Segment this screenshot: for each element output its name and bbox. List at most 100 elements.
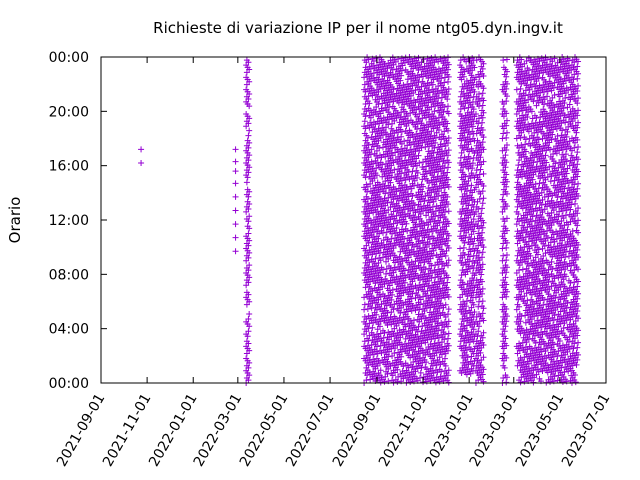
data-point-102 [246, 298, 253, 305]
data-point-89 [245, 193, 252, 200]
data-point-2497 [460, 244, 467, 251]
data-point-2370 [444, 78, 451, 85]
data-point-902 [389, 66, 396, 73]
data-point-91 [245, 157, 252, 164]
data-point-3177 [515, 162, 522, 169]
data-point-465 [373, 55, 380, 62]
data-point-103 [246, 274, 253, 281]
data-point-58 [244, 333, 251, 340]
data-point-88 [245, 205, 252, 212]
data-point-248 [365, 325, 372, 332]
data-point-1416 [409, 168, 416, 175]
data-point-8 [232, 221, 239, 228]
data-point-78 [245, 340, 252, 347]
data-point-119 [246, 66, 253, 73]
y-tick-label: 20:00 [49, 104, 89, 120]
data-point-446 [373, 311, 380, 318]
data-point-284 [366, 100, 373, 107]
data-point-125 [361, 306, 368, 313]
data-point-118 [246, 78, 253, 85]
data-point-261 [365, 142, 372, 149]
data-point-324 [368, 305, 375, 312]
data-point-647 [380, 334, 387, 341]
data-point-110 [246, 188, 253, 195]
data-point-346 [369, 324, 376, 331]
data-point-1265 [404, 228, 411, 235]
data-point-2364 [444, 164, 451, 171]
data-point-4738 [575, 180, 582, 187]
data-point-5 [232, 180, 239, 187]
data-point-1080 [397, 309, 404, 316]
data-point-80 [245, 316, 252, 323]
data-point-85 [245, 242, 252, 249]
data-point-925 [391, 350, 398, 357]
data-point-101 [246, 310, 253, 317]
data-point-2378 [445, 306, 452, 313]
data-point-2967 [479, 102, 486, 109]
data-point-106 [246, 237, 253, 244]
data-point-95 [245, 95, 252, 102]
data-point-1143 [398, 67, 405, 74]
data-point-3006 [499, 135, 506, 142]
data-point-114 [246, 127, 253, 134]
data-point-618 [379, 161, 386, 168]
y-tick-label: 12:00 [49, 213, 89, 229]
data-point-1203 [401, 267, 408, 274]
x-tick-label: 2023-03-01 [467, 391, 522, 469]
data-point-3088 [503, 379, 510, 386]
y-tick-label: 08:00 [49, 267, 89, 283]
data-point-183 [363, 377, 370, 384]
data-point-316 [367, 151, 374, 158]
data-point-803 [386, 104, 393, 111]
data-point-7 [232, 207, 239, 214]
data-point-1114 [398, 170, 405, 177]
data-point-3021 [500, 252, 507, 259]
x-tick-label: 2023-05-01 [513, 391, 568, 469]
data-point-2868 [475, 298, 482, 305]
data-point-559 [376, 250, 383, 257]
x-tick-label: 2022-07-01 [283, 391, 338, 469]
data-point-889 [389, 286, 396, 293]
data-point-921 [390, 86, 397, 93]
data-point-2384 [445, 208, 452, 215]
y-axis-label: Orario [6, 197, 24, 244]
data-point-707 [383, 270, 390, 277]
data-point-179 [362, 113, 369, 120]
x-tick-label: 2021-09-01 [54, 391, 109, 469]
plot-area [138, 54, 582, 386]
data-point-1473 [411, 202, 418, 209]
data-point-872 [389, 291, 396, 298]
data-point-1448 [410, 317, 417, 324]
data-point-105 [246, 249, 253, 256]
y-tick-label: 16:00 [49, 159, 89, 175]
data-point-2981 [480, 170, 487, 177]
data-point-1202 [401, 279, 408, 286]
data-point-2943 [479, 205, 486, 212]
data-point-2999 [499, 257, 506, 264]
data-point-3000 [499, 245, 506, 252]
data-point-4725 [575, 339, 582, 346]
data-point-3033 [500, 57, 507, 64]
data-point-90 [245, 169, 252, 176]
data-point-81 [245, 291, 252, 298]
data-point-1414 [409, 192, 416, 199]
data-point-3 [232, 158, 239, 165]
chart-title: Richieste di variazione IP per il nome n… [153, 19, 563, 37]
axis-ticks: 00:0004:0008:0012:0016:0020:0000:002021-… [49, 50, 614, 469]
data-point-100 [246, 323, 253, 330]
data-point-994 [394, 378, 401, 385]
data-point-3120 [503, 129, 510, 136]
data-point-112 [246, 152, 253, 159]
data-point-247 [365, 337, 372, 344]
data-point-115 [246, 115, 253, 122]
data-point-3097 [503, 244, 510, 251]
data-point-765 [385, 353, 392, 360]
data-point-2355 [444, 335, 451, 342]
data-point-144 [361, 301, 368, 308]
data-point-519 [375, 235, 382, 242]
x-tick-label: 2022-09-01 [330, 391, 385, 469]
data-point-663 [381, 378, 388, 385]
data-point-836 [387, 179, 394, 186]
data-point-2959 [479, 249, 486, 256]
